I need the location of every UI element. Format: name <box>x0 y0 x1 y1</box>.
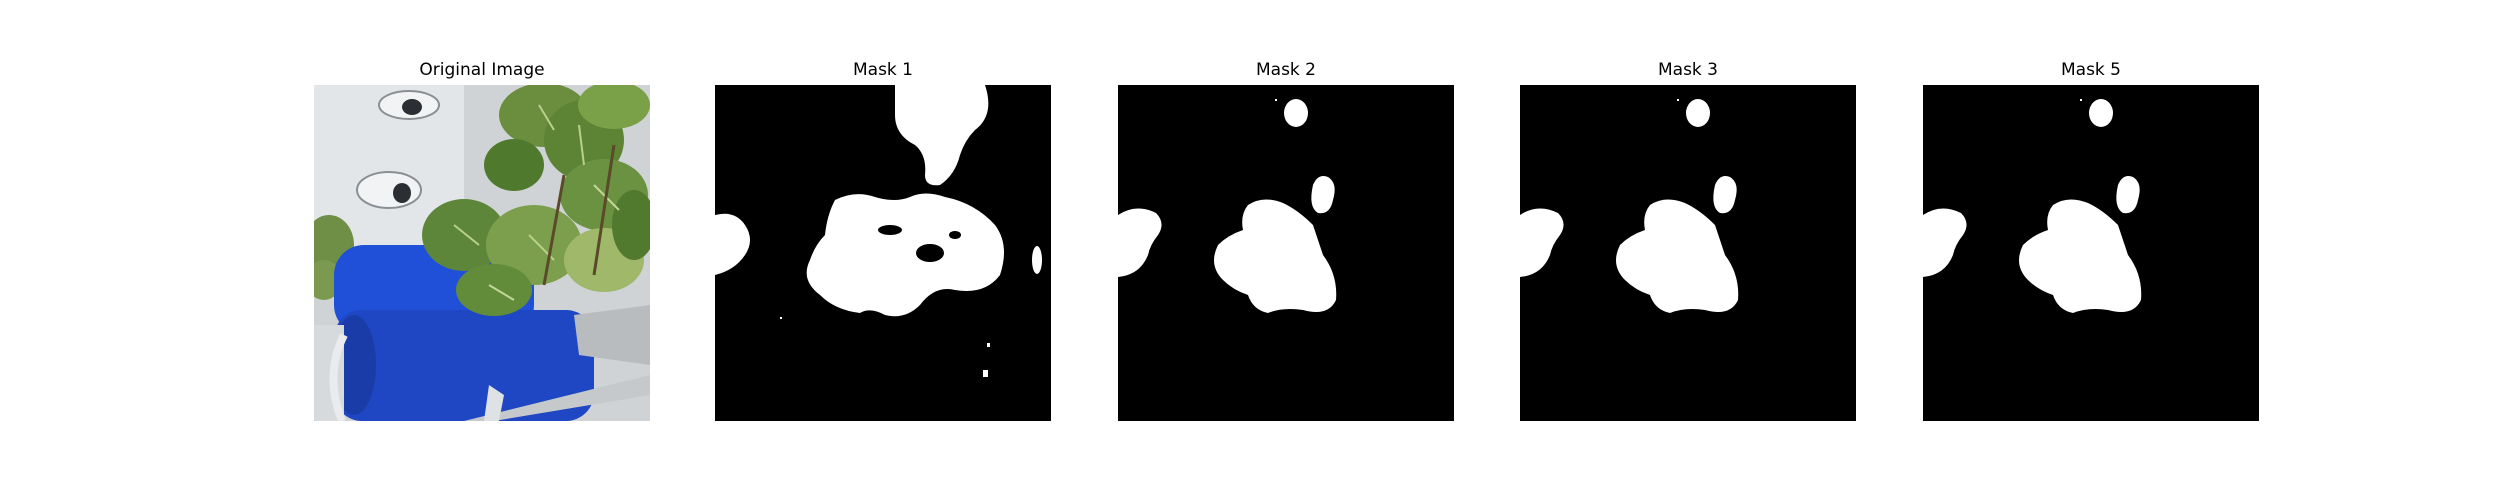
mask-5-panel: Mask 5 <box>1923 0 2259 500</box>
mask-2-image <box>1118 85 1454 421</box>
original-image <box>314 85 650 421</box>
mask-5-image <box>1923 85 2259 421</box>
mask-1-panel: Mask 1 <box>715 0 1051 500</box>
mask-3-panel: Mask 3 <box>1520 0 1856 500</box>
mask-3-canvas <box>1520 85 1856 421</box>
mask-5-title: Mask 5 <box>2060 60 2121 80</box>
mask-2-panel: Mask 2 <box>1118 0 1454 500</box>
mask-5-canvas <box>1923 85 2259 421</box>
mask-2-title: Mask 2 <box>1255 60 1316 80</box>
original-image-title: Original Image <box>419 60 545 80</box>
original-image-panel: Original Image <box>314 0 650 500</box>
mask-2-canvas <box>1118 85 1454 421</box>
mask-3-title: Mask 3 <box>1657 60 1718 80</box>
mask-1-canvas <box>715 85 1051 421</box>
mask-3-image <box>1520 85 1856 421</box>
plant-photo <box>314 85 650 421</box>
mask-1-title: Mask 1 <box>852 60 913 80</box>
mask-1-image <box>715 85 1051 421</box>
